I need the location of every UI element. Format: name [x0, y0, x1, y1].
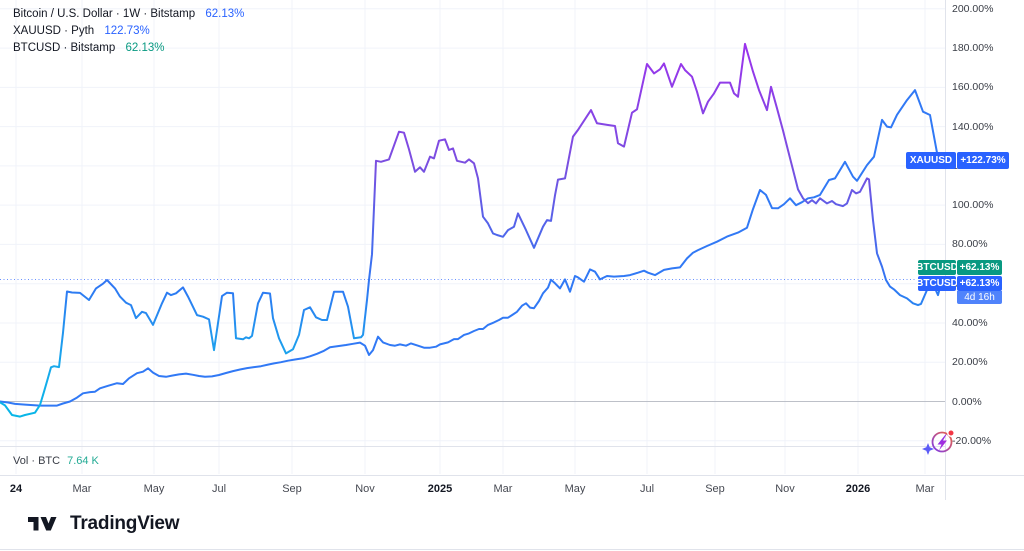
- main-series-change: 62.13%: [205, 8, 245, 20]
- pane-separator[interactable]: [0, 446, 945, 447]
- price-axis-label: 0.00%: [952, 395, 982, 408]
- price-axis-label: 180.00%: [952, 42, 994, 55]
- time-axis-label: Jul: [639, 483, 655, 495]
- spark-ring: [931, 431, 953, 453]
- main-series-title[interactable]: Bitcoin / U.S. Dollar · 1W · Bitstamp: [13, 8, 196, 20]
- volume-label: Vol · BTC: [13, 455, 61, 467]
- price-axis-label: 100.00%: [952, 199, 994, 212]
- time-axis-label: Mar: [493, 483, 513, 495]
- price-chart[interactable]: [0, 0, 1024, 506]
- volume-legend[interactable]: Vol · BTC 7.64 K: [13, 455, 99, 467]
- bar-close-countdown: 4d 16h: [957, 291, 1002, 304]
- badge-value: +62.13%: [957, 276, 1002, 291]
- badge-value: +122.73%: [957, 152, 1009, 169]
- time-axis-label: 2025: [427, 483, 453, 495]
- price-label-xauusd[interactable]: XAUUSD +122.73%: [906, 152, 1009, 169]
- price-axis-label: 80.00%: [952, 238, 988, 251]
- time-axis-label: May: [143, 483, 165, 495]
- legend: Bitcoin / U.S. Dollar · 1W · Bitstamp 62…: [13, 6, 244, 57]
- price-axis-label: 140.00%: [952, 120, 994, 133]
- time-axis-label: Mar: [915, 483, 935, 495]
- sparkle-icon: [922, 443, 934, 455]
- price-axis-label: 20.00%: [952, 356, 988, 369]
- price-label-btcusd-compare[interactable]: BTCUSD +62.13%: [916, 260, 1002, 275]
- time-axis-label: Nov: [775, 483, 795, 495]
- badge-symbol: BTCUSD: [916, 260, 958, 275]
- price-label-btcusd-main[interactable]: BTCUSD +62.13%: [916, 276, 1002, 291]
- lightning-bolt-icon: [937, 434, 947, 451]
- spark-ai-icon[interactable]: [920, 426, 960, 460]
- badge-symbol: XAUUSD: [906, 152, 956, 169]
- compare-xauusd-change: 122.73%: [104, 25, 150, 37]
- badge-symbol: BTCUSD: [916, 276, 958, 291]
- widget-bottom-border: [0, 549, 1024, 550]
- time-axis-border: [0, 475, 1024, 476]
- legend-main-series[interactable]: Bitcoin / U.S. Dollar · 1W · Bitstamp 62…: [13, 6, 244, 23]
- compare-btcusd-title[interactable]: BTCUSD · Bitstamp: [13, 42, 116, 54]
- legend-compare-btcusd[interactable]: BTCUSD · Bitstamp 62.13%: [13, 40, 244, 57]
- badge-value: +62.13%: [957, 260, 1002, 275]
- tradingview-attribution[interactable]: TradingView: [28, 513, 180, 535]
- price-axis-label: 40.00%: [952, 316, 988, 329]
- time-axis-label: Mar: [72, 483, 92, 495]
- time-axis-label: May: [564, 483, 586, 495]
- price-axis-label: -20.00%: [952, 434, 992, 447]
- price-axis-label: 200.00%: [952, 2, 994, 15]
- compare-xauusd-title[interactable]: XAUUSD · Pyth: [13, 25, 95, 37]
- time-axis-label: Jul: [211, 483, 227, 495]
- time-axis-label: Sep: [282, 483, 302, 495]
- time-axis-label: Sep: [705, 483, 725, 495]
- time-axis-label: 2026: [845, 483, 871, 495]
- tradingview-logo: [28, 516, 57, 530]
- compare-btcusd-change: 62.13%: [125, 42, 165, 54]
- price-axis-label: 160.00%: [952, 81, 994, 94]
- legend-compare-xauusd[interactable]: XAUUSD · Pyth 122.73%: [13, 23, 244, 40]
- price-axis-border[interactable]: [945, 0, 946, 500]
- time-axis-label: 24: [9, 483, 23, 495]
- volume-value: 7.64 K: [67, 455, 99, 467]
- brand-name: TradingView: [70, 513, 180, 534]
- notification-dot: [947, 429, 955, 437]
- time-axis-label: Nov: [355, 483, 375, 495]
